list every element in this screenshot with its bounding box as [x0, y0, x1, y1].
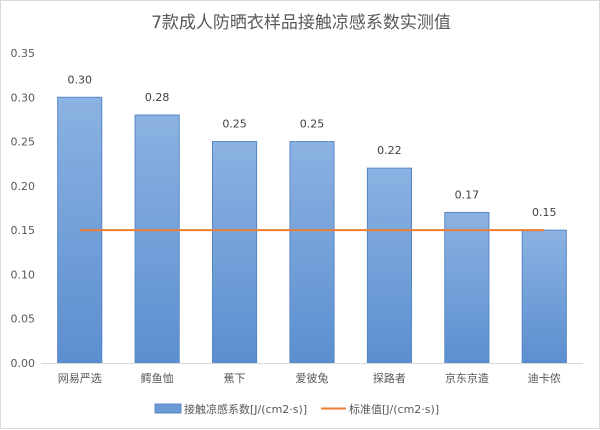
bar	[444, 211, 490, 364]
legend-line-label: 标准值[J/(cm2·s)]	[349, 402, 439, 416]
y-tick-label: 0.35	[11, 47, 36, 60]
y-tick-label: 0.30	[11, 91, 36, 104]
bar-data-label: 0.30	[67, 73, 92, 86]
x-tick-label: 爱彼兔	[296, 371, 329, 385]
legend: 接触凉感系数[J/(cm2·s)] 标准值[J/(cm2·s)]	[154, 402, 439, 416]
bar-data-label: 0.25	[222, 118, 247, 131]
chart-title: 7款成人防晒衣样品接触凉感系数实测值	[151, 13, 451, 33]
y-tick-label: 0.20	[11, 180, 36, 193]
y-tick-label: 0.25	[11, 136, 36, 149]
bar	[521, 229, 567, 364]
bar-data-label: 0.28	[145, 91, 170, 104]
bar-data-label: 0.25	[300, 118, 325, 131]
x-tick-label: 网易严选	[58, 372, 102, 385]
legend-bar-swatch	[154, 403, 182, 414]
bar-data-label: 0.15	[532, 206, 557, 219]
y-tick-label: 0.10	[11, 268, 36, 281]
x-tick-label: 京东京造	[445, 371, 489, 385]
bar-data-label: 0.22	[377, 144, 402, 157]
x-tick-label: 迪卡侬	[528, 372, 561, 385]
y-tick-label: 0.05	[11, 313, 36, 326]
y-axis: 0.00 0.05 0.10 0.15 0.20 0.25 0.30 0.35	[11, 47, 36, 370]
bar	[289, 141, 335, 364]
bar-data-label: 0.17	[455, 188, 480, 201]
x-tick-label: 蕉下	[224, 372, 246, 385]
y-tick-label: 0.00	[11, 357, 36, 370]
bar	[366, 167, 412, 364]
x-tick-label: 鳄鱼恤	[141, 371, 174, 385]
x-tick-label: 探路者	[373, 372, 406, 385]
bar	[134, 114, 180, 364]
y-tick-label: 0.15	[11, 224, 36, 237]
bar-series: 0.30 0.28 0.25 0.25 0.22 0.17 0.15	[57, 73, 567, 364]
bar	[212, 141, 258, 364]
x-axis: 网易严选 鳄鱼恤 蕉下 爱彼兔 探路者 京东京造 迪卡侬	[41, 363, 583, 385]
legend-bar-label: 接触凉感系数[J/(cm2·s)]	[184, 402, 307, 416]
